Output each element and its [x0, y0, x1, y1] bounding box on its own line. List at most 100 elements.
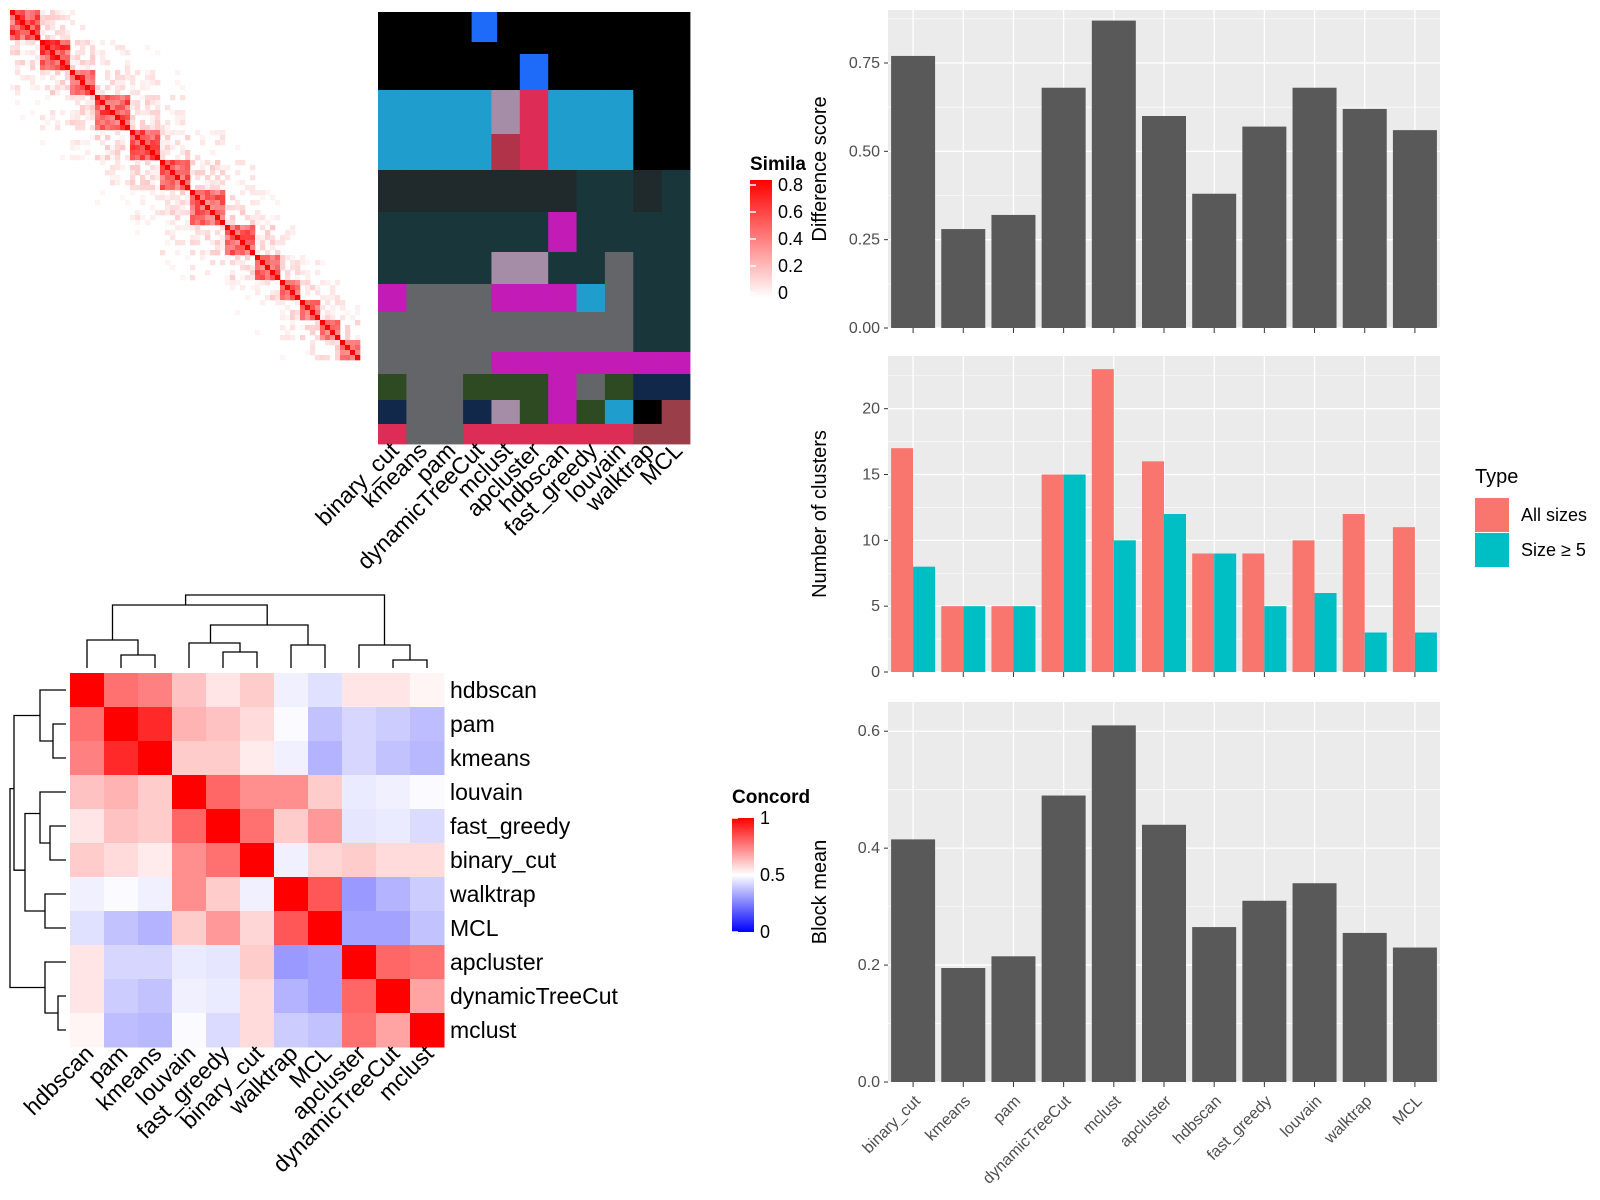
concordance-row-label-apcluster: apcluster: [450, 949, 544, 975]
similarity-cell: [85, 150, 91, 156]
concordance-row-label-hdbscan: hdbscan: [450, 677, 537, 703]
similarity-cell: [205, 210, 211, 216]
membership-cell-binary_cut: [378, 312, 407, 353]
membership-cell-fast_greedy: [576, 352, 606, 375]
similarity-cell: [110, 180, 116, 186]
concordance-row-label-walktrap: walktrap: [449, 881, 536, 907]
similarity-cell: [20, 30, 26, 36]
similarity-cell: [210, 205, 216, 211]
similarity-cell: [80, 65, 86, 71]
membership-cell-pam: [434, 352, 464, 375]
similarity-cell: [295, 260, 301, 266]
bar-difference-score-hdbscan: [1192, 193, 1237, 328]
similarity-cell: [200, 250, 206, 256]
similarity-cell: [45, 50, 51, 56]
similarity-cell: [165, 145, 171, 151]
similarity-cell: [340, 300, 346, 306]
similarity-cell: [70, 10, 76, 16]
similarity-cell: [330, 295, 336, 301]
concordance-cell-mclust-mclust: [410, 1013, 445, 1048]
similarity-cell: [60, 25, 66, 31]
similarity-cell: [255, 250, 261, 256]
similarity-cell: [75, 95, 81, 101]
similarity-cell: [195, 170, 201, 176]
similarity-cell: [325, 335, 331, 341]
similarity-cell: [325, 310, 331, 316]
block-mean-ytick-label: 0.2: [858, 957, 880, 974]
similarity-cell: [300, 325, 306, 331]
similarity-cell: [25, 25, 31, 31]
similarity-cell: [270, 290, 276, 296]
similarity-cell: [100, 130, 106, 136]
similarity-cell: [120, 50, 126, 56]
similarity-cell: [55, 10, 61, 16]
similarity-cell: [105, 70, 111, 76]
membership-cell-mclust: [491, 170, 521, 213]
similarity-cell: [255, 235, 261, 241]
membership-cell-walktrap: [633, 424, 663, 445]
similarity-cell: [150, 205, 156, 211]
similarity-cell: [55, 50, 61, 56]
similarity-cell: [220, 210, 226, 216]
similarity-cell: [200, 200, 206, 206]
similarity-cell: [155, 130, 161, 136]
similarity-cell: [60, 45, 66, 51]
concordance-cell-hdbscan-walktrap: [274, 673, 309, 708]
similarity-cell: [150, 80, 156, 86]
membership-cell-mclust: [491, 312, 521, 353]
similarity-cell: [215, 220, 221, 226]
similarity-cell: [195, 130, 201, 136]
similarity-cell: [120, 115, 126, 121]
similarity-cell: [55, 80, 61, 86]
similarity-cell: [325, 315, 331, 321]
similarity-cell: [250, 200, 256, 206]
similarity-cell: [85, 100, 91, 106]
similarity-cell: [15, 100, 21, 106]
similarity-cell: [175, 110, 181, 116]
similarity-cell: [20, 35, 26, 41]
concordance-cell-apcluster-louvain: [172, 945, 207, 980]
similarity-cell: [255, 265, 261, 271]
similarity-cell: [100, 190, 106, 196]
type-legend-title: Type: [1475, 466, 1518, 488]
similarity-cell: [165, 180, 171, 186]
similarity-cell: [145, 75, 151, 81]
similarity-cell: [225, 215, 231, 221]
similarity-cell: [25, 35, 31, 41]
similarity-cell: [100, 115, 106, 121]
membership-cell-dynamicTreeCut: [463, 170, 492, 213]
similarity-cell: [305, 285, 311, 291]
similarity-cell: [185, 185, 191, 191]
similarity-cell: [190, 205, 196, 211]
membership-cell-louvain: [604, 170, 634, 213]
similarity-cell: [115, 155, 121, 161]
similarity-cell: [70, 110, 76, 116]
similarity-cell: [170, 165, 176, 171]
similarity-cell: [120, 100, 126, 106]
similarity-cell: [215, 140, 221, 146]
similarity-cell: [165, 170, 171, 176]
similarity-cell: [295, 295, 301, 301]
similarity-cell: [325, 280, 331, 286]
similarity-cell: [205, 230, 211, 236]
similarity-cell: [160, 125, 166, 131]
similarity-cell: [220, 260, 226, 266]
similarity-cell: [355, 345, 361, 351]
membership-cell-dynamicTreeCut: [463, 90, 492, 135]
similarity-cell: [115, 175, 121, 181]
similarity-cell: [105, 110, 111, 116]
similarity-cell: [70, 140, 76, 146]
similarity-cell: [60, 30, 66, 36]
similarity-cell: [35, 20, 41, 26]
similarity-cell: [215, 160, 221, 166]
similarity-cell: [185, 175, 191, 181]
similarity-cell: [235, 200, 241, 206]
similarity-cell: [335, 325, 341, 331]
similarity-cell: [120, 45, 126, 51]
similarity-cell: [125, 60, 131, 66]
similarity-cell: [10, 35, 16, 41]
similarity-cell: [310, 340, 316, 346]
row-dendrogram-branch: [44, 893, 66, 929]
similarity-cell: [260, 240, 266, 246]
similarity-cell: [235, 255, 241, 261]
